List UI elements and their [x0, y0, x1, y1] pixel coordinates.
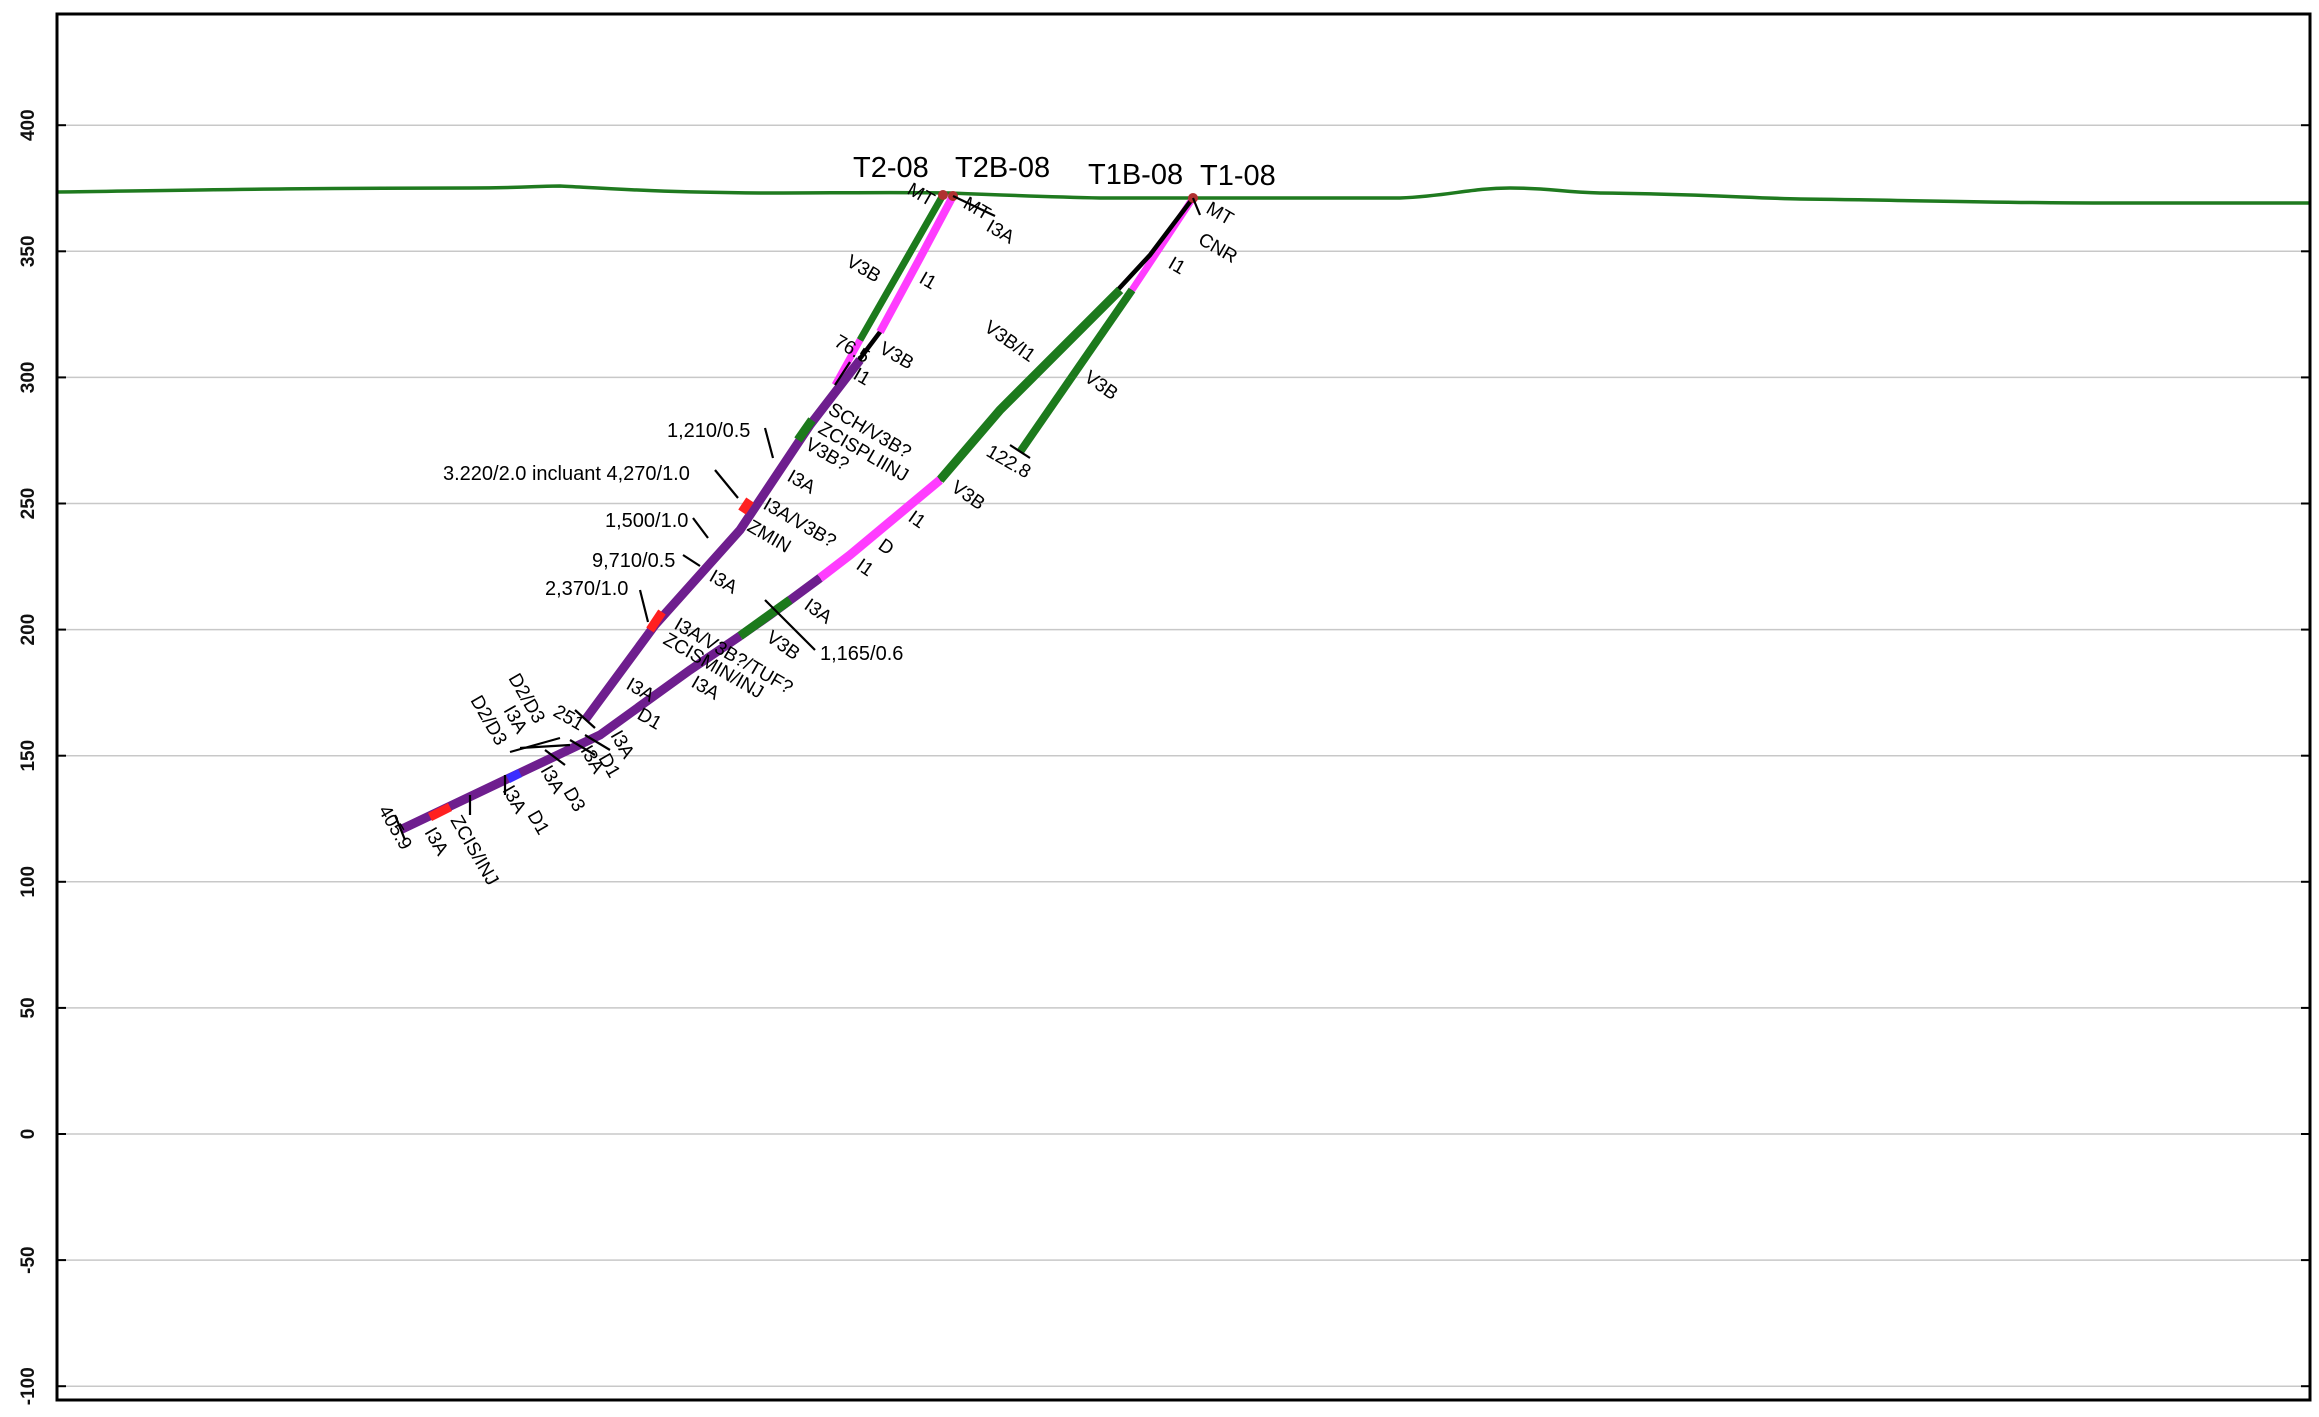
tick-label: 250 — [18, 488, 39, 520]
interval-label: D — [874, 535, 897, 560]
interval-label: ZCIS/INJ — [446, 812, 503, 889]
assay-label: 3.220/2.0 incluant 4,270/1.0 — [443, 463, 690, 485]
tick-label: 200 — [18, 614, 39, 646]
tick-label: 50 — [18, 997, 39, 1018]
tick-label: 0 — [18, 1129, 39, 1140]
label-leader — [569, 739, 596, 756]
interval-i1 — [876, 194, 957, 334]
end-of-hole-tick — [393, 814, 407, 841]
label-leader — [519, 743, 571, 750]
interval-label: V3B/I1 — [980, 317, 1039, 367]
assay-label: 2,370/1.0 — [545, 578, 628, 600]
tick-label: 400 — [18, 109, 39, 141]
assay-leader — [692, 517, 709, 539]
tick-label: 100 — [18, 866, 39, 898]
plot-frame — [55, 12, 2312, 1402]
depth-label-t2b: 76.5 — [831, 331, 874, 368]
label-leader — [1191, 197, 1202, 216]
label-leader — [544, 749, 566, 766]
interval-label: V3B — [1080, 367, 1121, 405]
assay-label: 1,165/0.6 — [820, 643, 903, 665]
interval-v3b — [936, 286, 1124, 483]
interval-label: V3B — [843, 251, 885, 287]
interval-label: I3A — [420, 824, 453, 859]
label-leader — [509, 736, 561, 754]
tick-label: 300 — [18, 362, 39, 394]
interval-label: D1 — [523, 807, 553, 839]
depth-label-t2: 251 — [550, 701, 588, 735]
topography-line — [56, 184, 2310, 205]
assay-label: 9,710/0.5 — [592, 550, 675, 572]
interval-label: I1 — [1165, 253, 1189, 279]
hole-title-t1b-08: T1B-08 — [1088, 159, 1183, 191]
hole-t2-08 — [581, 194, 957, 723]
interval-v3b — [737, 596, 793, 640]
end-of-hole-tick — [1009, 444, 1031, 459]
interval-label: CNR — [1195, 229, 1241, 268]
interval-label: I3A — [706, 566, 741, 599]
hole-t1-08 — [398, 196, 1195, 835]
interval-label: I3A — [498, 782, 531, 817]
hole-title-t1-08: T1-08 — [1200, 160, 1276, 192]
interval-d — [505, 768, 523, 784]
hole-title-t2b-08: T2B-08 — [955, 152, 1050, 184]
interval-label: V3B — [876, 338, 918, 374]
interval-z — [738, 497, 754, 515]
interval-label: I3A — [983, 216, 1018, 249]
tick-label: -50 — [18, 1246, 39, 1273]
collar-marker — [938, 190, 948, 200]
label-leader — [952, 195, 996, 217]
elevation-grid — [57, 124, 2310, 1387]
assay-leader — [763, 427, 775, 459]
end-of-hole-tick — [834, 361, 851, 386]
interval-v3b — [856, 193, 947, 342]
interval-v3b — [1016, 287, 1136, 455]
assay-leader — [682, 554, 701, 567]
elevation-axis: 400 350 300 250 200 150 100 50 0 -50 -100 — [18, 109, 2310, 1405]
tick-label: 350 — [18, 235, 39, 267]
tick-label: -100 — [18, 1367, 39, 1405]
interval-v3b — [794, 417, 816, 443]
label-leader — [584, 734, 611, 751]
interval-label: V3B — [947, 477, 988, 515]
interval-label: I3A — [784, 466, 819, 499]
interval-i3a — [581, 357, 864, 723]
assay-leader — [714, 469, 739, 499]
assay-leader — [764, 599, 816, 651]
assay-leader — [638, 589, 650, 623]
interval-label: MT — [1203, 198, 1238, 230]
assay-label: 1,210/0.5 — [667, 420, 750, 442]
interval-label: I3A — [800, 595, 836, 629]
interval-label: MT — [960, 193, 995, 225]
interval-label: I1 — [916, 268, 940, 294]
interval-z — [427, 802, 453, 822]
interval-z — [646, 609, 666, 633]
tick-label: 150 — [18, 740, 39, 772]
interval-i1 — [817, 476, 943, 582]
end-of-hole-tick — [574, 709, 596, 729]
hole-title-t2-08: T2-08 — [853, 152, 929, 184]
assay-label: 1,500/1.0 — [605, 510, 688, 532]
interval-label: I1 — [852, 555, 877, 581]
